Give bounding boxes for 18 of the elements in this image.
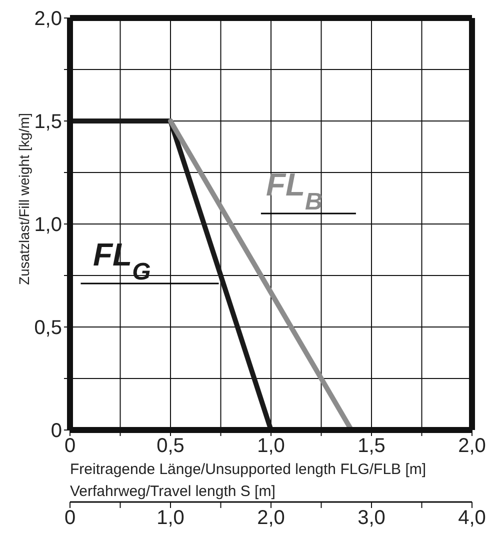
x-axis-title: Freitragende Länge/Unsupported length FLG/FLB [m]: [70, 461, 426, 478]
x2-tick-label: 2,0: [257, 507, 285, 530]
x-tick-label: 0: [64, 435, 76, 458]
y-tick-label: 1,5: [34, 111, 62, 134]
x2-tick-label: 3,0: [358, 507, 386, 530]
x-tick-label: 2,0: [458, 435, 486, 458]
x-tick-label: 1,0: [257, 435, 285, 458]
y-tick-label: 2,0: [34, 8, 62, 30]
x2-axis-title: Verfahrweg/Travel length S [m]: [70, 483, 276, 500]
y-tick-label: 1,0: [34, 214, 62, 236]
y-tick-label: 0: [50, 420, 62, 442]
y-axis-title: Zusatzlast/Fill weight [kg/m]: [16, 113, 32, 285]
x-tick-label: 0,5: [156, 435, 184, 458]
x-tick-label: 1,5: [358, 435, 386, 458]
x2-tick-label: 1,0: [156, 507, 184, 530]
x2-tick-label: 4,0: [458, 507, 486, 530]
y-tick-label: 0,5: [34, 317, 62, 340]
x2-tick-label: 0: [64, 507, 76, 530]
